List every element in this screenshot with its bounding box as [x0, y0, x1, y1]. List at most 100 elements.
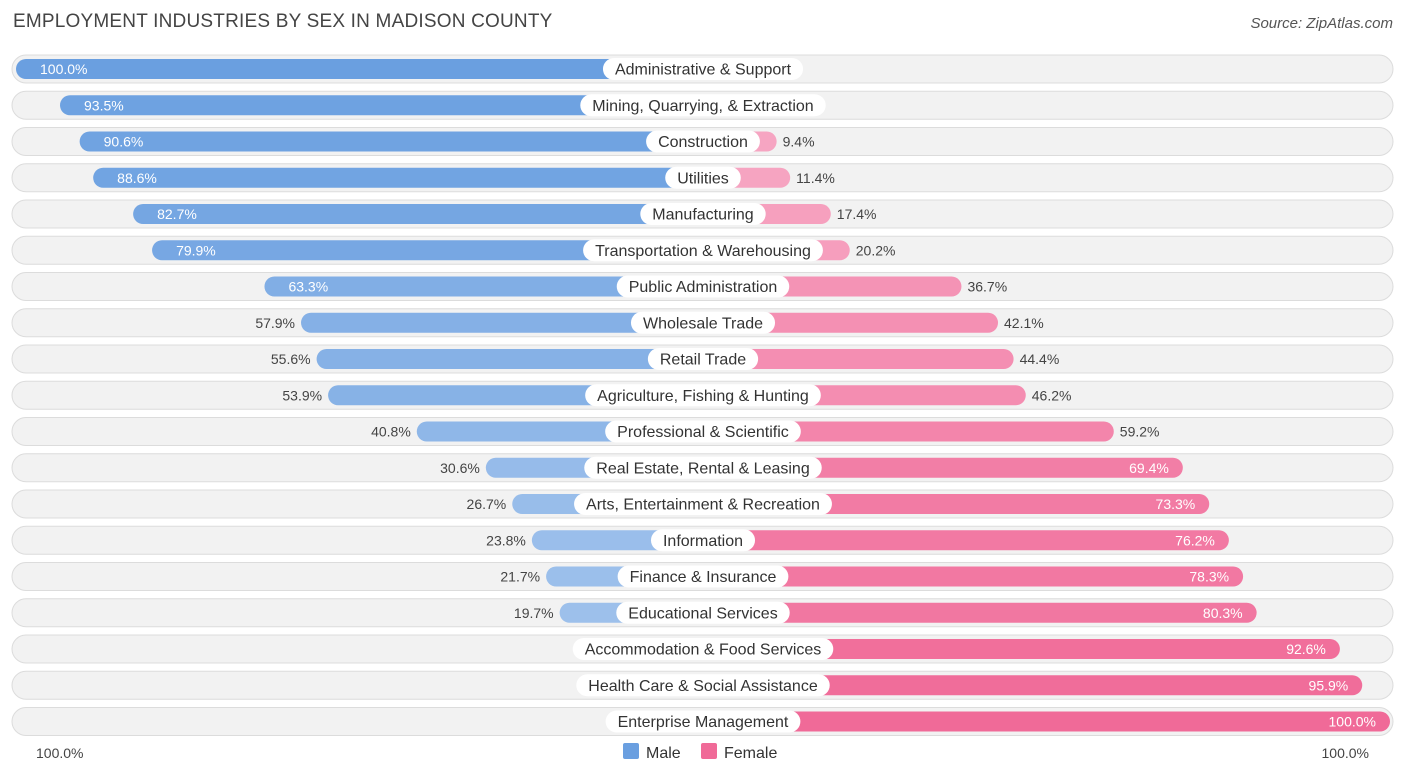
legend-female-label: Female [724, 745, 777, 762]
female-value-label: 42.1% [1004, 315, 1044, 331]
category-label: Utilities [677, 170, 729, 187]
category-label: Educational Services [628, 605, 777, 622]
male-bar [152, 240, 703, 261]
male-value-label: 30.6% [440, 460, 480, 476]
category-label: Enterprise Management [618, 714, 789, 731]
chart-row: 82.7% 17.4% Manufacturing [11, 199, 1394, 229]
male-bar [301, 312, 703, 333]
male-value-label: 93.5% [84, 97, 124, 113]
female-value-label: 80.3% [1203, 605, 1243, 621]
male-value-label: 63.3% [288, 279, 328, 295]
male-value-label: 90.6% [104, 134, 144, 150]
female-value-label: 92.6% [1286, 641, 1326, 657]
chart-row: 57.9% 42.1% Wholesale Trade [11, 308, 1394, 338]
legend-male-label: Male [646, 745, 681, 762]
female-bar [703, 566, 1244, 587]
category-pill [602, 58, 804, 80]
category-pill [584, 456, 822, 479]
category-pill [605, 420, 801, 443]
axis-left-label: 100.0% [36, 745, 83, 761]
category-label: Administrative & Support [615, 62, 792, 79]
legend-female-swatch [701, 743, 717, 759]
category-label: Construction [658, 134, 748, 151]
category-label: Agriculture, Fishing & Hunting [597, 388, 809, 405]
category-pill [574, 493, 832, 515]
female-bar [703, 421, 1114, 442]
chart-row: 0.0%100.0%Enterprise Management [11, 707, 1394, 736]
female-bar [703, 530, 1229, 551]
category-label: Public Administration [629, 279, 778, 296]
female-value-label: 69.4% [1129, 460, 1169, 476]
chart-row: 21.7% 78.3% Finance & Insurance [11, 562, 1394, 591]
category-pill [585, 384, 821, 407]
male-bar [133, 204, 704, 224]
male-value-label: 79.9% [176, 242, 216, 258]
male-value-label: 23.8% [486, 532, 526, 548]
legend-male-swatch [623, 743, 639, 759]
category-pill [605, 710, 801, 733]
category-label: Transportation & Warehousing [595, 243, 811, 260]
chart-row: 23.8% 76.2% Information [11, 525, 1394, 555]
chart-row: 40.8% 59.2% Professional & Scientific [11, 417, 1394, 446]
male-bar [316, 349, 703, 369]
male-value-label: 53.9% [282, 387, 322, 403]
category-pill [576, 674, 830, 697]
female-value-label: 78.3% [1189, 569, 1229, 585]
category-label: Real Estate, Rental & Leasing [596, 460, 809, 477]
male-value-label: 88.6% [117, 170, 157, 186]
male-value-label: 19.7% [514, 605, 554, 621]
category-pill [665, 166, 741, 189]
axis-right-label: 100.0% [1322, 745, 1369, 761]
chart-row: 30.6% 69.4% Real Estate, Rental & Leasing [11, 453, 1394, 483]
female-value-label: 20.2% [856, 242, 896, 258]
female-value-label: 73.3% [1156, 496, 1196, 512]
category-pill [583, 239, 823, 262]
female-value-label: 59.2% [1120, 424, 1160, 440]
female-value-label: 36.7% [967, 279, 1007, 295]
chart-row: 63.3% 36.7% Public Administration [11, 272, 1394, 301]
chart-row: 19.7% 80.3% Educational Services [11, 598, 1394, 628]
male-value-label: 57.9% [255, 315, 295, 331]
female-value-label: 76.2% [1175, 532, 1215, 548]
category-pill [647, 348, 759, 370]
category-pill [640, 203, 766, 225]
category-pill [616, 275, 790, 298]
category-label: Retail Trade [660, 352, 746, 369]
category-label: Health Care & Social Assistance [588, 678, 818, 695]
chart-row: 88.6% 11.4% Utilities [11, 163, 1394, 193]
female-bar [703, 639, 1340, 659]
category-pill [572, 638, 834, 660]
category-pill [616, 601, 790, 624]
category-label: Wholesale Trade [643, 315, 763, 332]
female-value-label: 46.2% [1032, 387, 1072, 403]
female-value-label: 11.4% [796, 170, 835, 186]
legend: Male Female [623, 743, 777, 762]
category-label: Mining, Quarrying, & Extraction [592, 98, 813, 115]
male-value-label: 82.7% [157, 206, 197, 222]
category-label: Information [663, 533, 743, 550]
male-bar [93, 167, 704, 188]
category-pill [650, 529, 756, 552]
female-value-label: 100.0% [1329, 714, 1376, 730]
male-value-label: 100.0% [40, 61, 87, 77]
female-value-label: 17.4% [837, 206, 877, 222]
female-bar [703, 457, 1183, 478]
male-value-label: 21.7% [500, 569, 540, 585]
category-label: Manufacturing [652, 207, 753, 224]
chart-row: 26.7% 73.3% Arts, Entertainment & Recreati… [11, 489, 1394, 519]
category-label: Arts, Entertainment & Recreation [586, 497, 820, 514]
male-value-label: 40.8% [371, 424, 411, 440]
category-label: Professional & Scientific [617, 424, 789, 441]
chart-title: EMPLOYMENT INDUSTRIES BY SEX IN MADISON … [13, 11, 553, 32]
male-bar [60, 95, 703, 116]
female-bar [703, 312, 999, 333]
category-label: Accommodation & Food Services [585, 642, 822, 659]
male-value-label: 26.7% [467, 496, 507, 512]
chart-row: 55.6% 44.4% Retail Trade [11, 344, 1394, 374]
female-bar [703, 602, 1257, 623]
chart-row: 7.4%92.6%Accommodation & Food Services [11, 634, 1394, 664]
chart-row: 79.9% 20.2% Transportation & Warehousing [11, 235, 1394, 265]
chart-row: 53.9% 46.2% Agriculture, Fishing & Hunting [11, 380, 1394, 410]
male-value-label: 55.6% [271, 351, 311, 367]
